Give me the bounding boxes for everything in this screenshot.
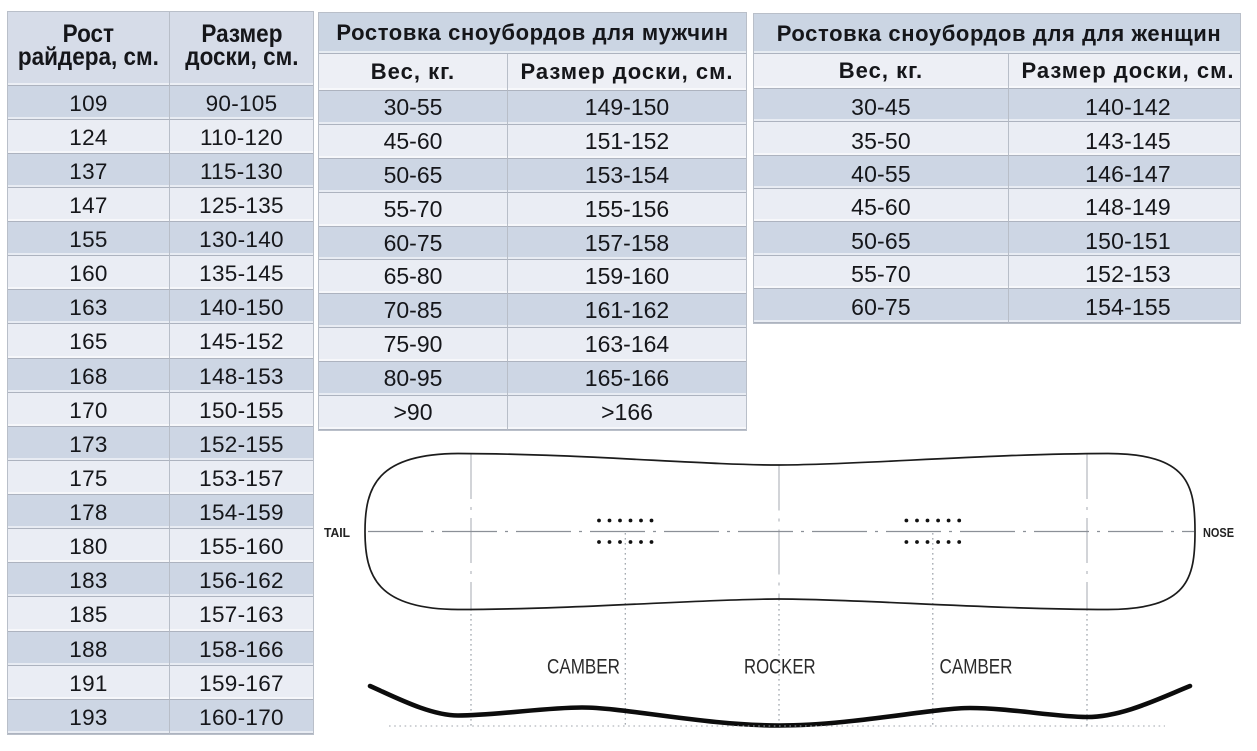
svg-text:ROCKER: ROCKER — [744, 655, 816, 679]
svg-text:CAMBER: CAMBER — [547, 655, 620, 679]
svg-text:NOSE: NOSE — [1203, 525, 1234, 540]
svg-text:TAIL: TAIL — [324, 525, 350, 540]
svg-text:CAMBER: CAMBER — [940, 655, 1013, 679]
